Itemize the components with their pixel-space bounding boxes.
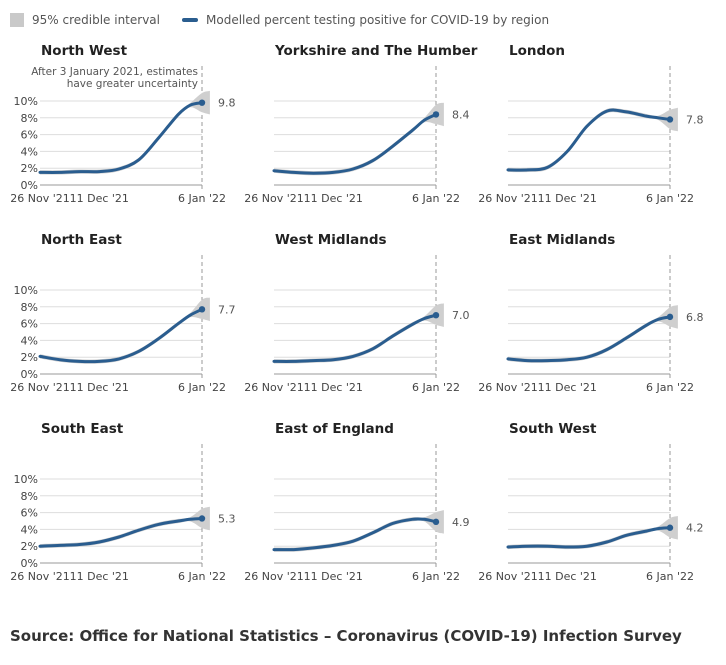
north-west-title: North West bbox=[41, 43, 128, 59]
north-west-y-tick-4: 8% bbox=[21, 112, 38, 125]
south-west-x-tick-0: 26 Nov '21 bbox=[478, 570, 537, 583]
east-of-england-title: East of England bbox=[275, 421, 394, 437]
east-of-england-credible-interval bbox=[274, 510, 444, 552]
north-east-series-line bbox=[38, 307, 204, 364]
east-midlands-x-tick-0: 26 Nov '21 bbox=[478, 381, 537, 394]
north-east-y-tick-5: 10% bbox=[14, 284, 38, 297]
west-midlands-x-tick-2: 6 Jan '22 bbox=[412, 381, 460, 394]
south-east-end-point bbox=[198, 515, 206, 522]
north-west-end-point bbox=[198, 99, 206, 106]
legend: 95% credible interval Modelled percent t… bbox=[10, 8, 549, 32]
south-east-series-line bbox=[38, 517, 204, 548]
yorkshire-and-the-humber-credible-interval bbox=[274, 102, 444, 176]
legend-line-label: Modelled percent testing positive for CO… bbox=[206, 13, 550, 27]
london-end-label: 7.8 bbox=[686, 113, 704, 126]
modelled-line-swatch bbox=[182, 18, 198, 22]
south-west-x-tick-1: 11 Dec '21 bbox=[538, 570, 597, 583]
north-east-y-tick-1: 2% bbox=[21, 351, 38, 364]
london-series-line bbox=[506, 108, 672, 172]
north-west-annotation-line-0: After 3 January 2021, estimates bbox=[31, 66, 198, 78]
south-east-y-tick-3: 6% bbox=[21, 507, 38, 520]
east-midlands-end-point bbox=[666, 313, 674, 321]
south-west-series-line bbox=[506, 526, 672, 549]
west-midlands-series-line bbox=[272, 313, 438, 363]
north-west-y-tick-2: 4% bbox=[21, 145, 38, 158]
london-x-tick-2: 6 Jan '22 bbox=[646, 192, 694, 205]
south-west-end-point bbox=[666, 524, 674, 531]
east-midlands-x-tick-1: 11 Dec '21 bbox=[538, 381, 597, 394]
east-of-england-x-tick-0: 26 Nov '21 bbox=[244, 570, 303, 583]
north-west-y-tick-3: 6% bbox=[21, 129, 38, 142]
yorkshire-and-the-humber-x-tick-1: 11 Dec '21 bbox=[304, 192, 363, 205]
north-east-end-label: 7.7 bbox=[218, 303, 236, 316]
north-east-y-tick-2: 4% bbox=[21, 334, 38, 347]
north-west-y-tick-5: 10% bbox=[14, 95, 38, 108]
north-east-y-tick-4: 8% bbox=[21, 301, 38, 314]
south-east-x-tick-2: 6 Jan '22 bbox=[178, 570, 226, 583]
south-east-y-tick-0: 0% bbox=[21, 557, 38, 570]
south-east-title: South East bbox=[41, 421, 124, 437]
north-west-x-tick-1: 11 Dec '21 bbox=[70, 192, 129, 205]
yorkshire-and-the-humber-end-label: 8.4 bbox=[452, 108, 470, 121]
yorkshire-and-the-humber-series-line bbox=[272, 112, 438, 175]
south-east-y-tick-5: 10% bbox=[14, 473, 38, 486]
south-west-end-label: 4.2 bbox=[686, 522, 704, 535]
east-of-england-x-tick-2: 6 Jan '22 bbox=[412, 570, 460, 583]
north-west-y-tick-1: 2% bbox=[21, 162, 38, 175]
north-west-series-line bbox=[38, 101, 204, 174]
north-east-y-tick-0: 0% bbox=[21, 368, 38, 381]
south-east-x-tick-0: 26 Nov '21 bbox=[10, 570, 69, 583]
north-east-end-point bbox=[198, 306, 206, 313]
north-west-end-label: 9.8 bbox=[218, 97, 236, 110]
north-west-y-tick-0: 0% bbox=[21, 179, 38, 192]
south-east-y-tick-1: 2% bbox=[21, 540, 38, 553]
west-midlands-x-tick-1: 11 Dec '21 bbox=[304, 381, 363, 394]
north-west-x-tick-0: 26 Nov '21 bbox=[10, 192, 69, 205]
south-west-x-tick-2: 6 Jan '22 bbox=[646, 570, 694, 583]
south-east-x-tick-1: 11 Dec '21 bbox=[70, 570, 129, 583]
east-midlands-end-label: 6.8 bbox=[686, 311, 704, 324]
east-midlands-series-line bbox=[506, 315, 672, 363]
yorkshire-and-the-humber-end-point bbox=[432, 111, 440, 118]
north-east-title: North East bbox=[41, 232, 122, 248]
yorkshire-and-the-humber-x-tick-2: 6 Jan '22 bbox=[412, 192, 460, 205]
north-west-x-tick-2: 6 Jan '22 bbox=[178, 192, 226, 205]
east-midlands-x-tick-2: 6 Jan '22 bbox=[646, 381, 694, 394]
london-title: London bbox=[509, 43, 565, 59]
east-of-england-end-point bbox=[432, 518, 440, 526]
east-midlands-title: East Midlands bbox=[509, 232, 615, 248]
north-east-credible-interval bbox=[40, 297, 210, 364]
west-midlands-title: West Midlands bbox=[275, 232, 387, 248]
london-x-tick-0: 26 Nov '21 bbox=[478, 192, 537, 205]
legend-interval-label: 95% credible interval bbox=[32, 13, 160, 27]
north-east-x-tick-1: 11 Dec '21 bbox=[70, 381, 129, 394]
south-east-y-tick-2: 4% bbox=[21, 523, 38, 536]
west-midlands-end-point bbox=[432, 312, 440, 319]
east-of-england-end-label: 4.9 bbox=[452, 516, 470, 529]
east-of-england-series-line bbox=[272, 517, 438, 552]
west-midlands-end-label: 7.0 bbox=[452, 309, 470, 322]
south-west-title: South West bbox=[509, 421, 597, 437]
london-x-tick-1: 11 Dec '21 bbox=[538, 192, 597, 205]
south-east-end-label: 5.3 bbox=[218, 512, 236, 525]
north-east-y-tick-3: 6% bbox=[21, 318, 38, 331]
source-note: Source: Office for National Statistics –… bbox=[10, 627, 682, 645]
north-east-x-tick-2: 6 Jan '22 bbox=[178, 381, 226, 394]
yorkshire-and-the-humber-title: Yorkshire and The Humber bbox=[274, 43, 478, 59]
east-of-england-x-tick-1: 11 Dec '21 bbox=[304, 570, 363, 583]
north-west-annotation-line-1: have greater uncertainty bbox=[67, 78, 198, 90]
west-midlands-x-tick-0: 26 Nov '21 bbox=[244, 381, 303, 394]
yorkshire-and-the-humber-x-tick-0: 26 Nov '21 bbox=[244, 192, 303, 205]
london-end-point bbox=[666, 116, 674, 123]
credible-interval-swatch bbox=[10, 13, 24, 27]
north-west-credible-interval bbox=[40, 90, 210, 175]
south-east-y-tick-4: 8% bbox=[21, 490, 38, 503]
north-east-x-tick-0: 26 Nov '21 bbox=[10, 381, 69, 394]
